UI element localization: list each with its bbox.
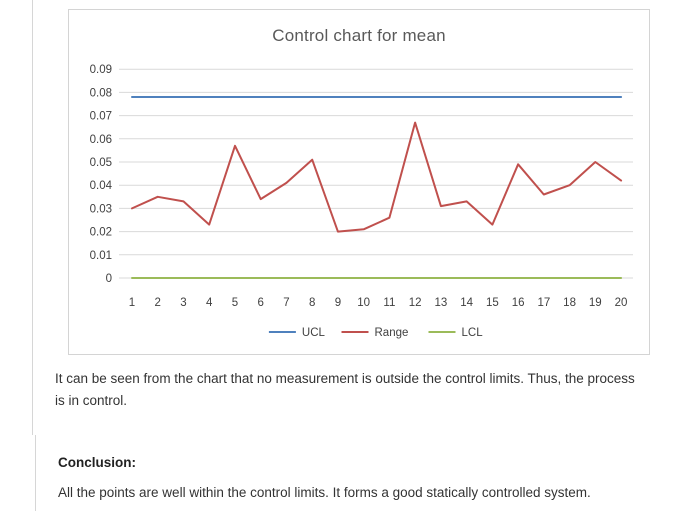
analysis-paragraph: It can be seen from the chart that no me… [55, 371, 635, 408]
legend-label-ucl: UCL [302, 327, 326, 339]
y-axis-tick-label: 0.05 [90, 157, 112, 169]
y-axis-tick-label: 0.04 [90, 180, 113, 192]
x-axis-tick-label: 18 [563, 297, 576, 309]
control-chart-container: 0 0.01 0.02 0.03 0.04 0.05 0.06 0.07 0.08 0.09 1 2 3… [68, 9, 650, 355]
x-axis-tick-label: 7 [283, 297, 289, 309]
x-axis-tick-label: 14 [460, 297, 473, 309]
page-margin-rule-top [32, 0, 33, 435]
x-axis-tick-label: 17 [537, 297, 550, 309]
legend-label-range: Range [375, 327, 409, 339]
page-margin-rule-bottom [35, 435, 36, 511]
x-axis-tick-label: 10 [357, 297, 370, 309]
x-axis-tick-label: 6 [257, 297, 263, 309]
x-axis-tick-label: 15 [486, 297, 499, 309]
y-axis-tick-label: 0.02 [90, 227, 112, 239]
x-axis-tick-label: 13 [434, 297, 447, 309]
x-axis-tick-label: 11 [383, 297, 395, 309]
y-axis-tick-label: 0 [106, 273, 112, 285]
x-axis-tick-label: 2 [155, 297, 161, 309]
y-axis-tick-label: 0.08 [90, 87, 112, 99]
x-axis-tick-label: 16 [512, 297, 525, 309]
x-axis-tick-label: 8 [309, 297, 315, 309]
y-axis-tick-label: 0.01 [90, 250, 112, 262]
legend-label-lcl: LCL [462, 327, 484, 339]
series-line-range [131, 121, 623, 233]
control-chart-canvas: 00.010.020.030.040.050.060.070.080.091 2 3… [90, 64, 633, 339]
y-axis-tick-label: 0.09 [90, 64, 112, 76]
conclusion-heading: Conclusion: [58, 455, 136, 470]
x-axis-tick-label: 19 [589, 297, 602, 309]
x-axis-tick-label: 20 [615, 297, 628, 309]
x-axis-tick-label: 5 [232, 297, 238, 309]
chart-title: Control chart for mean [272, 26, 446, 45]
x-axis-tick-label: 9 [335, 297, 341, 309]
x-axis-tick-label: 1 [129, 297, 135, 309]
x-axis-tick-label: 3 [180, 297, 186, 309]
y-axis-tick-label: 0.07 [90, 111, 112, 123]
y-axis-tick-label: 0.06 [90, 134, 112, 146]
conclusion-paragraph: All the points are well within the contr… [58, 485, 591, 500]
y-axis-tick-label: 0.03 [90, 203, 112, 215]
x-axis-tick-label: 12 [409, 297, 422, 309]
x-axis-tick-label: 4 [206, 297, 213, 309]
